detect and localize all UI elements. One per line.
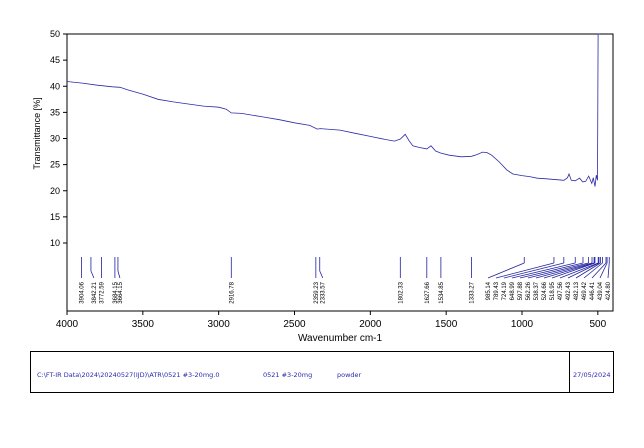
peak-marker-lead: [527, 262, 589, 279]
peak-label: 2359.23: [314, 281, 320, 303]
y-tick-label: 45: [50, 55, 60, 65]
peak-label: 3684.15: [113, 281, 119, 303]
file-path-text: C:\FT-IR Data\2024\20240527(IJD)\ATR\052…: [37, 371, 220, 379]
x-tick-label: 500: [589, 319, 606, 330]
peak-marker-lead: [117, 270, 121, 279]
peak-label: 789.43: [494, 281, 500, 300]
peak-marker-lead: [495, 262, 555, 279]
peak-label: 492.43: [566, 281, 572, 300]
peak-label: 1627.66: [425, 281, 431, 303]
peak-marker-lead: [575, 262, 601, 279]
x-tick-label: 3000: [208, 319, 231, 330]
footer-info-box: C:\FT-IR Data\2024\20240527(IJD)\ATR\052…: [30, 351, 614, 393]
peak-marker-lead: [567, 262, 600, 279]
peak-label: 524.66: [542, 281, 548, 300]
ir-spectrum-chart: 10 15 20 25 30 35 40 45 50 4000 3500 3000 2500 2000 15…: [32, 29, 614, 344]
peak-label: 2916.78: [229, 281, 235, 303]
x-axis-title: Wavenumber cm-1: [298, 333, 383, 344]
peak-label: 597.88: [518, 281, 524, 300]
y-tick-label: 20: [50, 186, 60, 196]
x-tick-label: 1500: [435, 319, 458, 330]
peak-label: 3842.21: [92, 281, 98, 303]
peak-label: 985.14: [486, 281, 492, 300]
peak-label: 482.13: [574, 281, 580, 300]
peak-label: 538.37: [534, 281, 540, 300]
peak-label: 497.56: [558, 281, 564, 300]
peak-marker-lead: [583, 262, 603, 279]
spectrum-line: [66, 33, 600, 187]
peak-label: 424.80: [606, 281, 612, 300]
peak-label: 648.99: [510, 281, 516, 300]
y-tick-label: 35: [50, 107, 60, 117]
x-tick-label: 1000: [511, 319, 534, 330]
peak-marker-lead: [599, 262, 608, 279]
y-tick-label: 10: [50, 238, 60, 248]
y-tick-label: 50: [50, 29, 60, 39]
date-text: 27/05/2024: [573, 371, 611, 379]
x-tick-label: 2500: [283, 319, 306, 330]
peak-marker-lead: [319, 270, 324, 279]
y-tick-label: 40: [50, 81, 60, 91]
peak-marker-lead: [551, 262, 596, 279]
peak-marker-lead: [90, 270, 95, 279]
y-axis-title: Transmittance [%]: [32, 97, 42, 169]
footer-divider: [569, 352, 570, 392]
y-tick-label: 25: [50, 160, 60, 170]
peak-marker-lead: [559, 262, 599, 279]
peak-marker-lead: [503, 262, 564, 279]
peak-marker-lead: [591, 262, 607, 279]
peak-label: 1802.33: [398, 281, 404, 303]
peak-marker-lead: [535, 262, 593, 279]
x-tick-label: 2000: [359, 319, 382, 330]
peak-marker-lead: [511, 262, 576, 279]
sample-form-text: powder: [337, 371, 362, 379]
peak-marker-lead: [519, 262, 584, 279]
peak-label: 2333.57: [321, 281, 327, 303]
x-tick-label: 4000: [56, 319, 79, 330]
y-tick-label: 30: [50, 134, 60, 144]
peak-marker-lead: [607, 262, 610, 279]
peak-label: 1534.85: [439, 281, 445, 303]
peak-label: 446.41: [590, 281, 596, 300]
peak-label: 562.26: [526, 281, 532, 300]
peak-label: 724.19: [502, 281, 508, 300]
x-tick-label: 3500: [132, 319, 155, 330]
plot-frame: [66, 33, 614, 312]
sample-name-text: 0521 #3-20mg: [263, 371, 313, 379]
y-tick-label: 15: [50, 212, 60, 222]
peak-marker-lead: [487, 262, 525, 279]
peak-label: 3664.15: [118, 281, 124, 303]
peak-label: 3904.06: [80, 281, 86, 303]
peak-label: 469.42: [582, 281, 588, 300]
peak-label: 518.95: [550, 281, 556, 300]
peak-label: 1333.27: [470, 281, 476, 303]
peak-marker-lead: [543, 262, 595, 279]
peak-label: 439.04: [598, 281, 604, 300]
peak-label: 3772.59: [100, 281, 106, 303]
